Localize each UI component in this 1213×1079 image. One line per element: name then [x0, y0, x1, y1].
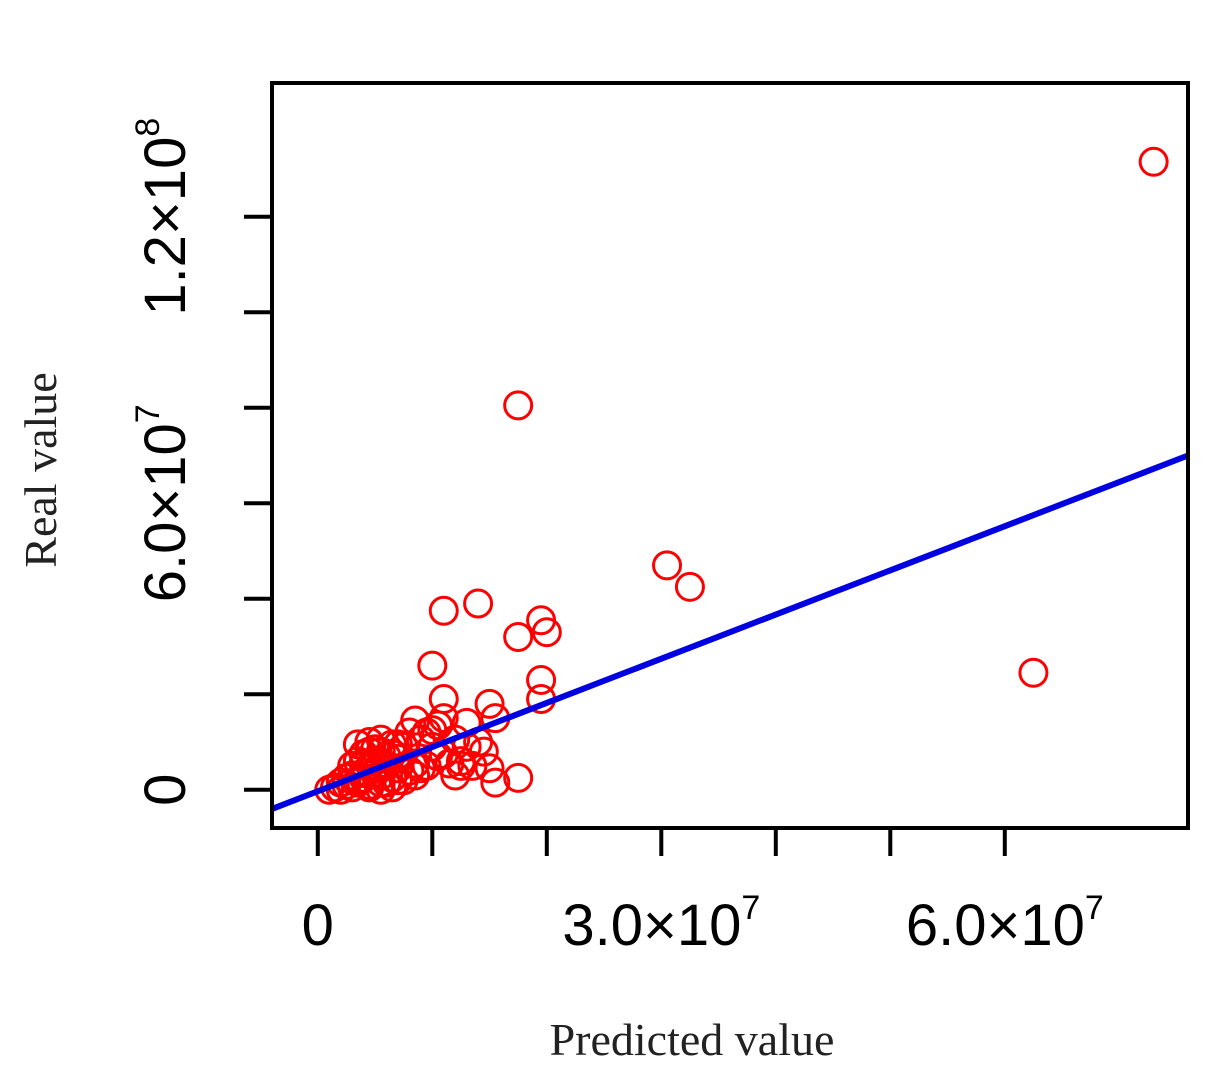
- x-tick-label: 6.0×107: [906, 889, 1104, 958]
- x-axis-label: Predicted value: [550, 1014, 835, 1065]
- scatter-points: [314, 146, 1169, 805]
- data-point: [417, 650, 448, 681]
- data-point: [1138, 146, 1169, 177]
- regression-line-layer: [270, 452, 1190, 812]
- data-point: [503, 390, 534, 421]
- data-point: [480, 767, 511, 798]
- y-tick-label: 1.2×108: [129, 118, 198, 316]
- data-point: [463, 588, 494, 619]
- data-point: [652, 550, 683, 581]
- tick-labels: 0 3.0×107 6.0×107 0 6.0×107 1.2×108: [129, 118, 1104, 958]
- data-point: [400, 760, 431, 791]
- data-point: [428, 595, 459, 626]
- data-point: [474, 753, 505, 784]
- data-point: [400, 748, 431, 779]
- x-tick-label: 3.0×107: [562, 889, 760, 958]
- plot-frame: [270, 81, 1190, 830]
- data-point: [1018, 657, 1049, 688]
- x-tick-label: 0: [302, 893, 334, 958]
- y-tick-label: 0: [133, 774, 198, 806]
- data-point: [503, 621, 534, 652]
- data-point: [382, 765, 413, 796]
- y-tick-label: 6.0×107: [129, 404, 198, 602]
- data-point: [674, 571, 705, 602]
- data-point: [377, 772, 408, 803]
- y-axis-label: Real value: [15, 372, 66, 567]
- data-point: [531, 617, 562, 648]
- data-point: [526, 664, 557, 695]
- data-point: [474, 688, 505, 719]
- data-point: [434, 748, 465, 779]
- data-point: [503, 762, 534, 793]
- data-point: [457, 750, 488, 781]
- axis-ticks: [244, 214, 1007, 856]
- regression-line: [270, 452, 1190, 812]
